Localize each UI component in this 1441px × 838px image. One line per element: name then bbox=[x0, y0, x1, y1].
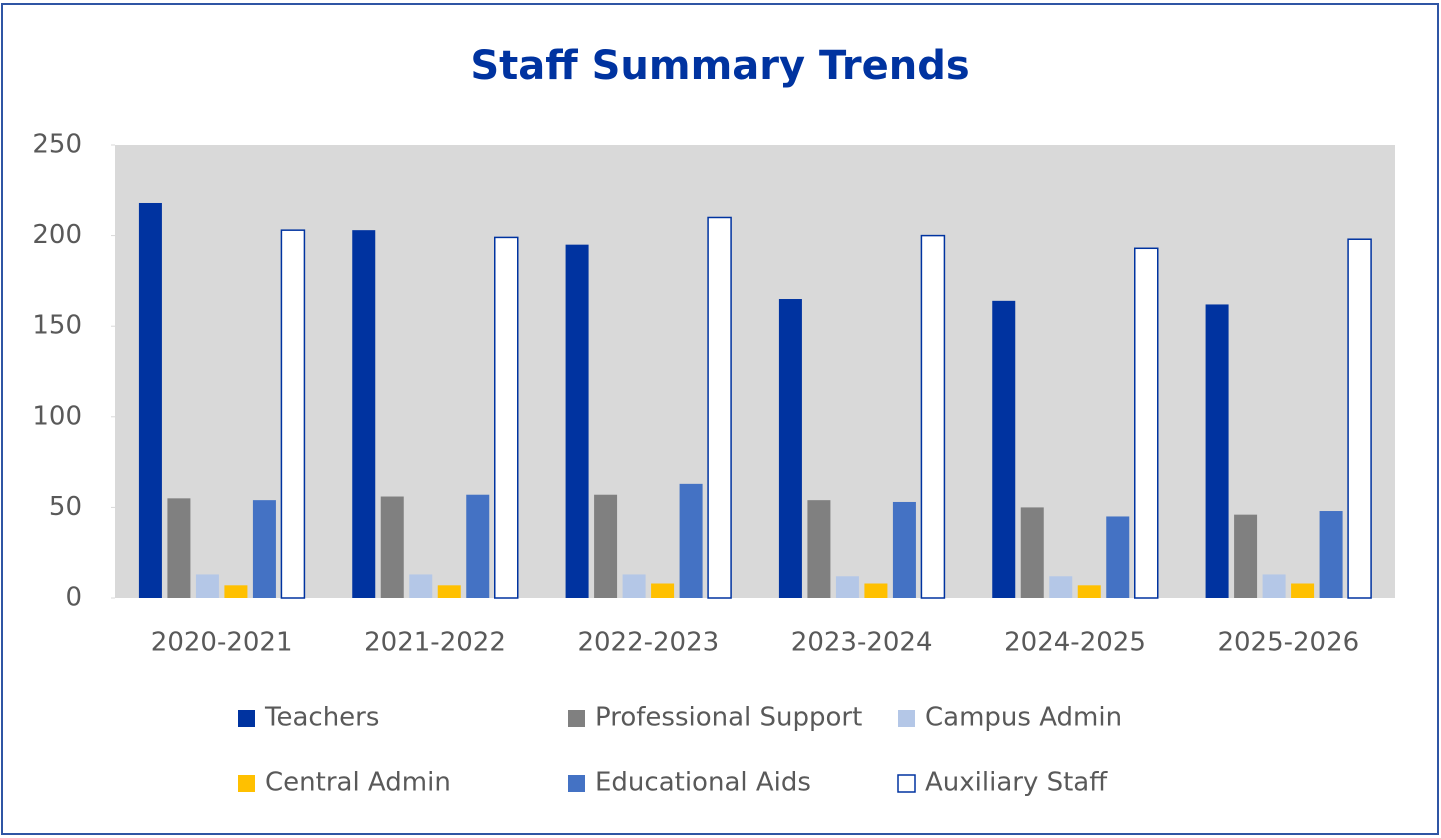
bar bbox=[1106, 516, 1130, 598]
x-tick-label: 2020-2021 bbox=[151, 628, 293, 658]
bar bbox=[707, 216, 732, 599]
legend-label: Campus Admin bbox=[925, 703, 1122, 733]
bar bbox=[565, 244, 589, 598]
bar bbox=[224, 585, 248, 598]
y-tick-label: 150 bbox=[32, 311, 82, 341]
bar bbox=[252, 500, 276, 598]
bar bbox=[437, 585, 461, 598]
y-tick-label: 200 bbox=[32, 220, 82, 250]
bar bbox=[594, 494, 618, 598]
legend-label: Educational Aids bbox=[595, 768, 811, 798]
x-tick-label: 2022-2023 bbox=[577, 628, 719, 658]
bar bbox=[1291, 583, 1315, 598]
bar bbox=[864, 583, 888, 598]
bar bbox=[494, 236, 519, 599]
bar bbox=[992, 300, 1016, 598]
legend-swatch bbox=[898, 710, 915, 727]
y-tick-label: 100 bbox=[32, 401, 82, 431]
legend-label: Teachers bbox=[264, 703, 379, 733]
bar bbox=[352, 230, 376, 598]
x-tick-label: 2021-2022 bbox=[364, 628, 506, 658]
legend-label: Auxiliary Staff bbox=[925, 768, 1108, 798]
bar bbox=[1049, 576, 1073, 598]
bar bbox=[280, 229, 306, 599]
bar bbox=[466, 494, 490, 598]
legend-swatch bbox=[238, 775, 255, 792]
bar bbox=[920, 234, 946, 599]
y-tick-label: 50 bbox=[49, 492, 82, 522]
y-tick-label: 250 bbox=[32, 130, 82, 160]
x-tick-label: 2025-2026 bbox=[1217, 628, 1359, 658]
x-tick-label: 2024-2025 bbox=[1004, 628, 1146, 658]
bar bbox=[380, 496, 404, 598]
y-tick-label: 0 bbox=[65, 583, 82, 613]
bar bbox=[679, 483, 703, 598]
bar bbox=[622, 574, 646, 598]
bar bbox=[409, 574, 433, 598]
x-tick-label: 2023-2024 bbox=[791, 628, 933, 658]
bar bbox=[1262, 574, 1286, 598]
legend-swatch bbox=[897, 774, 916, 793]
chart-title: Staff Summary Trends bbox=[470, 43, 969, 89]
bar bbox=[1205, 304, 1229, 598]
legend-label: Professional Support bbox=[595, 703, 862, 733]
bar bbox=[892, 501, 916, 598]
bar bbox=[651, 583, 675, 598]
bar bbox=[778, 299, 802, 598]
bar bbox=[1134, 247, 1159, 599]
bar bbox=[1347, 238, 1372, 599]
legend-label: Central Admin bbox=[265, 768, 451, 798]
bar bbox=[138, 202, 162, 598]
legend-swatch bbox=[568, 775, 585, 792]
plot-area bbox=[115, 145, 1395, 598]
bar bbox=[1319, 511, 1343, 598]
bar bbox=[835, 576, 859, 598]
legend-swatch bbox=[568, 710, 585, 727]
bar bbox=[167, 498, 191, 598]
bar bbox=[1077, 585, 1101, 598]
bar bbox=[195, 574, 219, 598]
bar bbox=[1234, 514, 1258, 598]
legend-swatch bbox=[238, 710, 255, 727]
bar bbox=[1020, 507, 1044, 598]
bar bbox=[807, 500, 831, 598]
